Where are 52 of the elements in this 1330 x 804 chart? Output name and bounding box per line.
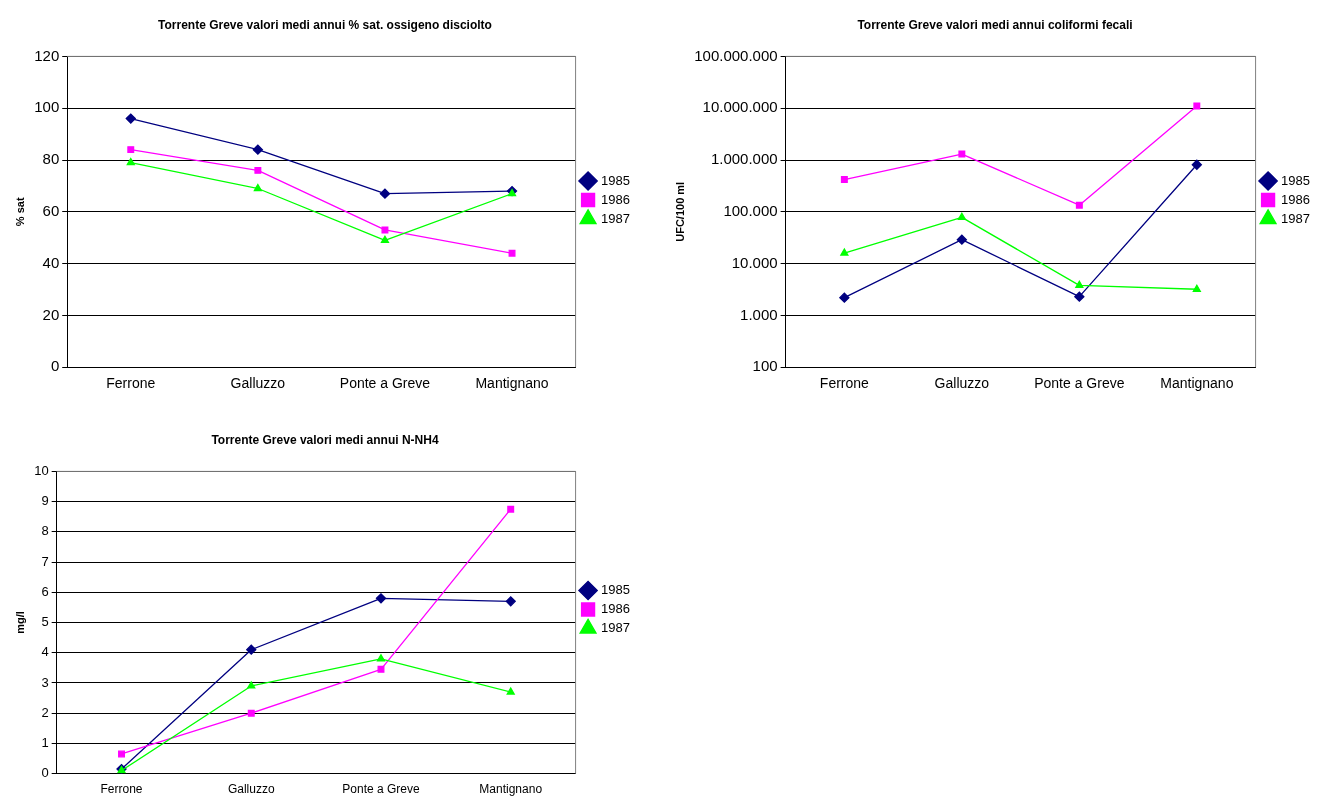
y-tick-label: 100.000.000 [694, 46, 778, 64]
y-axis-title: UFC/100 ml [673, 181, 686, 242]
y-tick-label: 1.000 [740, 305, 778, 323]
x-tick-label: Mantignano [1160, 375, 1234, 392]
legend-label: 1985 [601, 582, 630, 598]
legend-label: 1987 [1281, 210, 1310, 226]
y-tick-label: 20 [42, 305, 60, 323]
x-tick-label: Mantignano [479, 782, 543, 797]
y-tick-label: 10.000 [731, 253, 778, 271]
y-tick-label: 10.000.000 [702, 98, 778, 116]
y-tick-label: 4 [41, 644, 49, 660]
legend-label: 1986 [601, 191, 630, 207]
x-tick-label: Ferrone [106, 375, 156, 392]
chart-title: Torrente Greve valori medi annui coliformi fecali [857, 17, 1133, 32]
y-tick-label: 40 [42, 253, 60, 271]
x-tick-label: Mantignano [475, 375, 549, 392]
legend-label: 1986 [1281, 191, 1310, 207]
x-tick-label: Galluzzo [230, 375, 286, 392]
x-tick-label: Galluzzo [934, 375, 990, 392]
x-tick-label: Ponte a Greve [339, 375, 431, 392]
y-tick-label: 6 [41, 583, 49, 599]
y-tick-label: 2 [41, 704, 49, 720]
y-tick-label: 3 [41, 674, 49, 690]
x-tick-label: Ferrone [100, 782, 143, 797]
y-tick-label: 100 [34, 98, 60, 116]
x-tick-label: Ponte a Greve [1034, 375, 1125, 392]
y-tick-label: 1.000.000 [710, 150, 778, 168]
y-tick-label: 1 [41, 734, 49, 750]
chart-title: Torrente Greve valori medi annui % sat. ossigeno disciolto [158, 17, 492, 32]
legend-label: 1987 [601, 620, 630, 636]
x-tick-label: Ponte a Greve [342, 782, 420, 797]
y-tick-label: 0 [41, 765, 49, 781]
y-tick-label: 100 [752, 357, 778, 375]
legend-label: 1987 [601, 210, 630, 226]
y-tick-label: 9 [41, 493, 49, 509]
x-tick-label: Galluzzo [227, 782, 275, 797]
x-tick-label: Ferrone [819, 375, 870, 392]
y-tick-label: 60 [42, 201, 60, 219]
y-tick-label: 100.000 [723, 201, 778, 219]
y-tick-label: 7 [41, 553, 49, 569]
y-tick-label: 80 [42, 150, 60, 168]
legend-label: 1985 [601, 172, 630, 188]
y-tick-label: 10 [34, 462, 49, 478]
y-tick-label: 8 [41, 523, 49, 539]
legend-label: 1985 [1281, 172, 1310, 188]
y-tick-label: 120 [34, 46, 60, 64]
legend-label: 1986 [601, 601, 630, 617]
y-tick-label: 5 [41, 614, 49, 630]
y-axis-title: mg/l [13, 611, 26, 634]
chart-title: Torrente Greve valori medi annui N-NH4 [211, 432, 439, 447]
y-tick-label: 0 [50, 357, 60, 375]
y-axis-title: % sat [13, 197, 26, 227]
